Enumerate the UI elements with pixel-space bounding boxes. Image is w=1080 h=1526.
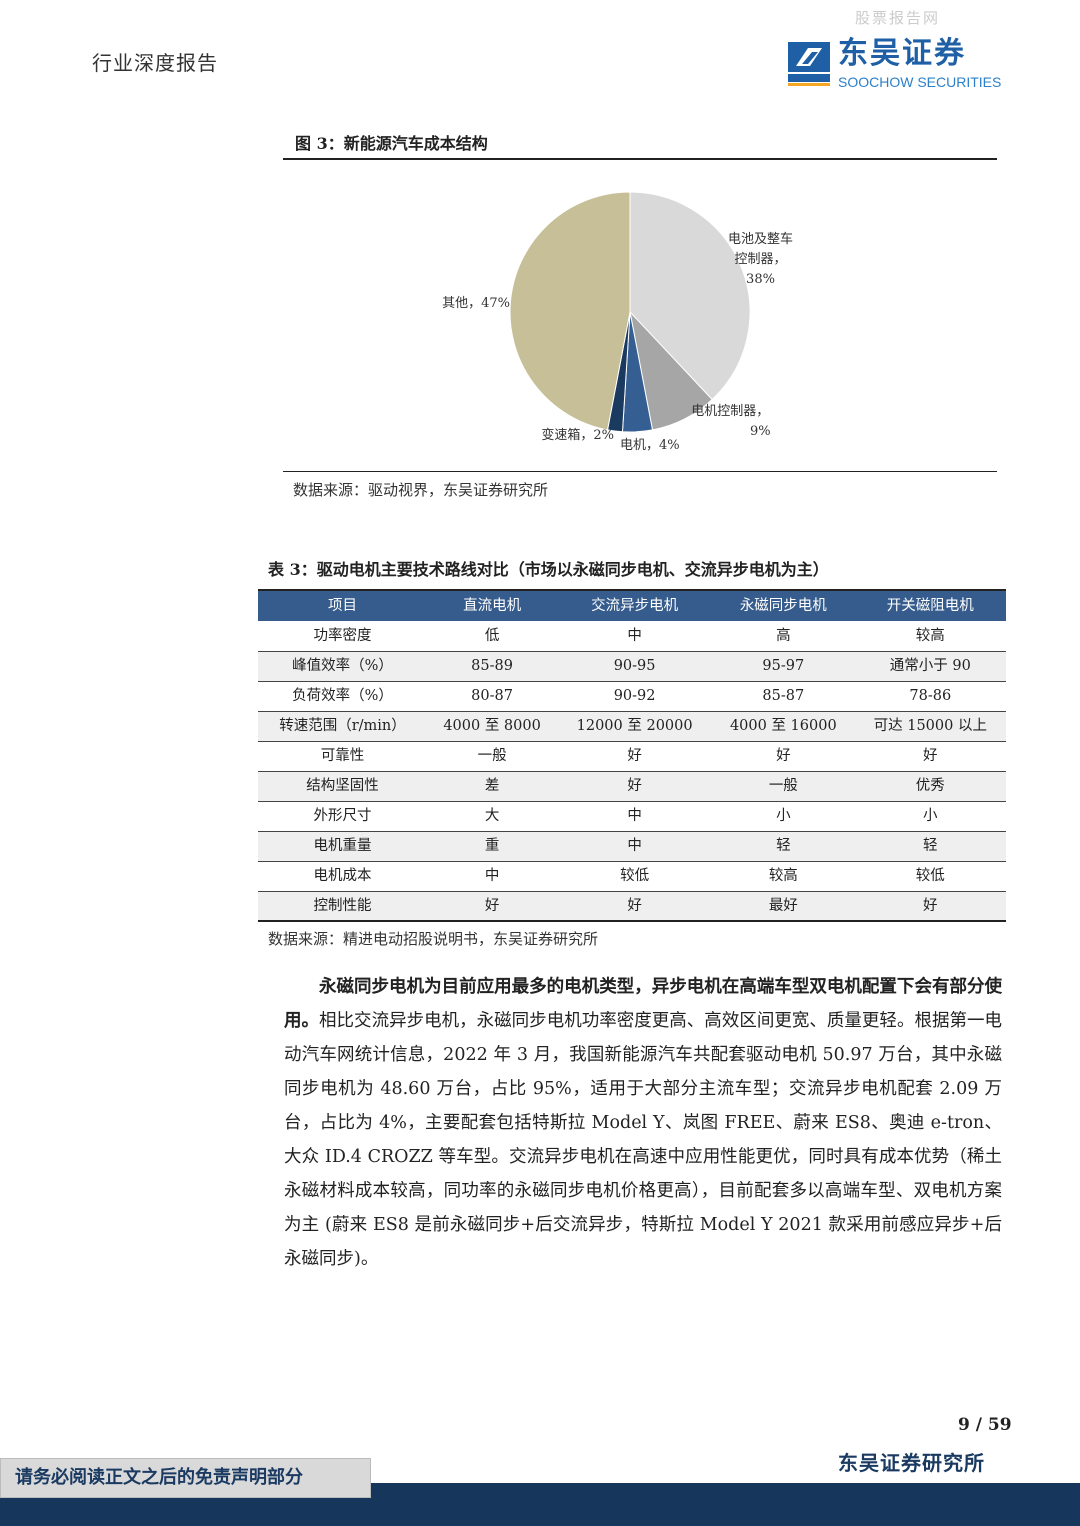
table-cell: 功率密度 (258, 621, 427, 652)
body-paragraph: 永磁同步电机为目前应用最多的电机类型，异步电机在高端车型双电机配置下会有部分使用… (284, 970, 1002, 1276)
table-cell: 4000 至 16000 (712, 711, 855, 742)
table-cell: 好 (557, 741, 713, 772)
page-number: 9 / 59 (958, 1415, 1012, 1435)
column-header: 永磁同步电机 (712, 589, 855, 621)
disclaimer-box: 请务必阅读正文之后的免责声明部分 (0, 1458, 371, 1498)
table-cell: 较高 (712, 861, 855, 892)
column-header: 开关磁阻电机 (854, 589, 1006, 621)
logo-en: SOOCHOW SECURITIES (838, 74, 1002, 90)
label-controller: 电机控制器， 9% (691, 404, 771, 439)
label-other: 其他，47% (442, 296, 510, 311)
firm-name: 东吴证券研究所 (838, 1451, 985, 1475)
table-row: 电机重量重中轻轻 (258, 831, 1006, 862)
table-cell: 外形尺寸 (258, 801, 427, 832)
table-cell: 80-87 (426, 681, 558, 712)
table-cell: 中 (557, 801, 713, 832)
table-cell: 电机成本 (258, 861, 427, 892)
table-title: 表 3：驱动电机主要技术路线对比（市场以永磁同步电机、交流异步电机为主） (268, 560, 829, 579)
table-cell: 优秀 (854, 771, 1006, 802)
disclaimer-text: 请务必阅读正文之后的免责声明部分 (15, 1467, 303, 1488)
figure-source: 数据来源：驱动视界，东吴证券研究所 (293, 481, 549, 499)
figure-title: 图 3：新能源汽车成本结构 (295, 134, 488, 153)
comparison-table: 项目 直流电机 交流异步电机 永磁同步电机 开关磁阻电机 功率密度低中高较高 峰值效率（%… (258, 589, 1006, 922)
table-cell: 可靠性 (258, 741, 427, 772)
table-cell: 好 (854, 741, 1006, 772)
table-cell: 较低 (557, 861, 713, 892)
table-row: 电机成本中较低 较高 较低 (258, 861, 1006, 892)
table-row: 可靠性 一般好好好 (258, 741, 1006, 772)
table-cell: 通常小于 90 (854, 651, 1006, 682)
table-cell: 低 (426, 621, 558, 652)
table-cell: 控制性能 (258, 891, 427, 922)
table-row: 功率密度低中高较高 (258, 621, 1006, 652)
table-cell: 重 (426, 831, 558, 862)
body-bold: 永磁同步电机为目前应用最多的电机类型，异步电机在高端车型双电机配置下会有部分使用… (284, 977, 1002, 1031)
table-cell: 90-92 (557, 681, 713, 712)
table-cell: 一般 (426, 741, 558, 772)
table-cell: 最好 (712, 891, 855, 922)
table-cell: 小 (712, 801, 855, 832)
label-gearbox: 变速箱，2% (541, 428, 614, 443)
table-cell: 差 (426, 771, 558, 802)
table-cell: 中 (557, 831, 713, 862)
table-cell: 中 (557, 621, 713, 652)
pie-slice (629, 191, 751, 401)
scs-logo-icon (788, 42, 830, 86)
divider (283, 471, 997, 472)
logo-cn: 东吴证券 (838, 36, 966, 71)
label-motor: 电机，4% (620, 438, 680, 453)
table-cell: 高 (712, 621, 855, 652)
table-cell: 12000 至 20000 (557, 711, 713, 742)
table-header: 项目 直流电机 交流异步电机 永磁同步电机 开关磁阻电机 (258, 589, 1006, 621)
report-type: 行业深度报告 (92, 51, 218, 75)
table-row: 控制性能好好最好好 (258, 891, 1006, 922)
table-cell: 轻 (712, 831, 855, 862)
pie-slice (509, 191, 631, 431)
table-cell: 90-95 (557, 651, 713, 682)
divider (283, 158, 997, 160)
table-cell: 中 (426, 861, 558, 892)
table-cell: 好 (557, 771, 713, 802)
watermark: 股票报告网 (855, 9, 941, 27)
table-cell: 峰值效率（%） (258, 651, 427, 682)
table-row: 峰值效率（%） 85-89 90-95 95-97 通常小于 90 (258, 651, 1006, 682)
table-row: 外形尺寸大中小小 (258, 801, 1006, 832)
table-cell: 好 (712, 741, 855, 772)
table-cell: 85-89 (426, 651, 558, 682)
table-source: 数据来源：精进电动招股说明书，东吴证券研究所 (268, 930, 599, 948)
table-cell: 结构坚固性 (258, 771, 427, 802)
table-cell: 好 (854, 891, 1006, 922)
label-battery: 电池及整车 控制器， 38% (728, 232, 794, 287)
table-row: 转速范围（r/min） 4000 至 8000 12000 至 20000 4000 … (258, 711, 1006, 742)
pie-chart (509, 191, 751, 433)
table-cell: 较高 (854, 621, 1006, 652)
table-cell: 轻 (854, 831, 1006, 862)
table-cell: 78-86 (854, 681, 1006, 712)
table-cell: 95-97 (712, 651, 855, 682)
table-cell: 负荷效率（%） (258, 681, 427, 712)
table-row: 结构坚固性差好一般 优秀 (258, 771, 1006, 802)
table-cell: 大 (426, 801, 558, 832)
table-cell: 较低 (854, 861, 1006, 892)
table-cell: 小 (854, 801, 1006, 832)
table-cell: 可达 15000 以上 (854, 711, 1006, 742)
column-header: 直流电机 (426, 589, 558, 621)
table-cell: 一般 (712, 771, 855, 802)
table-cell: 好 (557, 891, 713, 922)
body-text: 相比交流异步电机，永磁同步电机功率密度更高、高效区间更宽、质量更轻。根据第一电动… (284, 1011, 1003, 1269)
column-header: 项目 (258, 589, 427, 621)
table-cell: 转速范围（r/min） (258, 711, 427, 742)
table-cell: 4000 至 8000 (426, 711, 558, 742)
table-cell: 85-87 (712, 681, 855, 712)
table-cell: 好 (426, 891, 558, 922)
table-cell: 电机重量 (258, 831, 427, 862)
column-header: 交流异步电机 (557, 589, 713, 621)
table-row: 负荷效率（%） 80-87 90-92 85-87 78-86 (258, 681, 1006, 712)
